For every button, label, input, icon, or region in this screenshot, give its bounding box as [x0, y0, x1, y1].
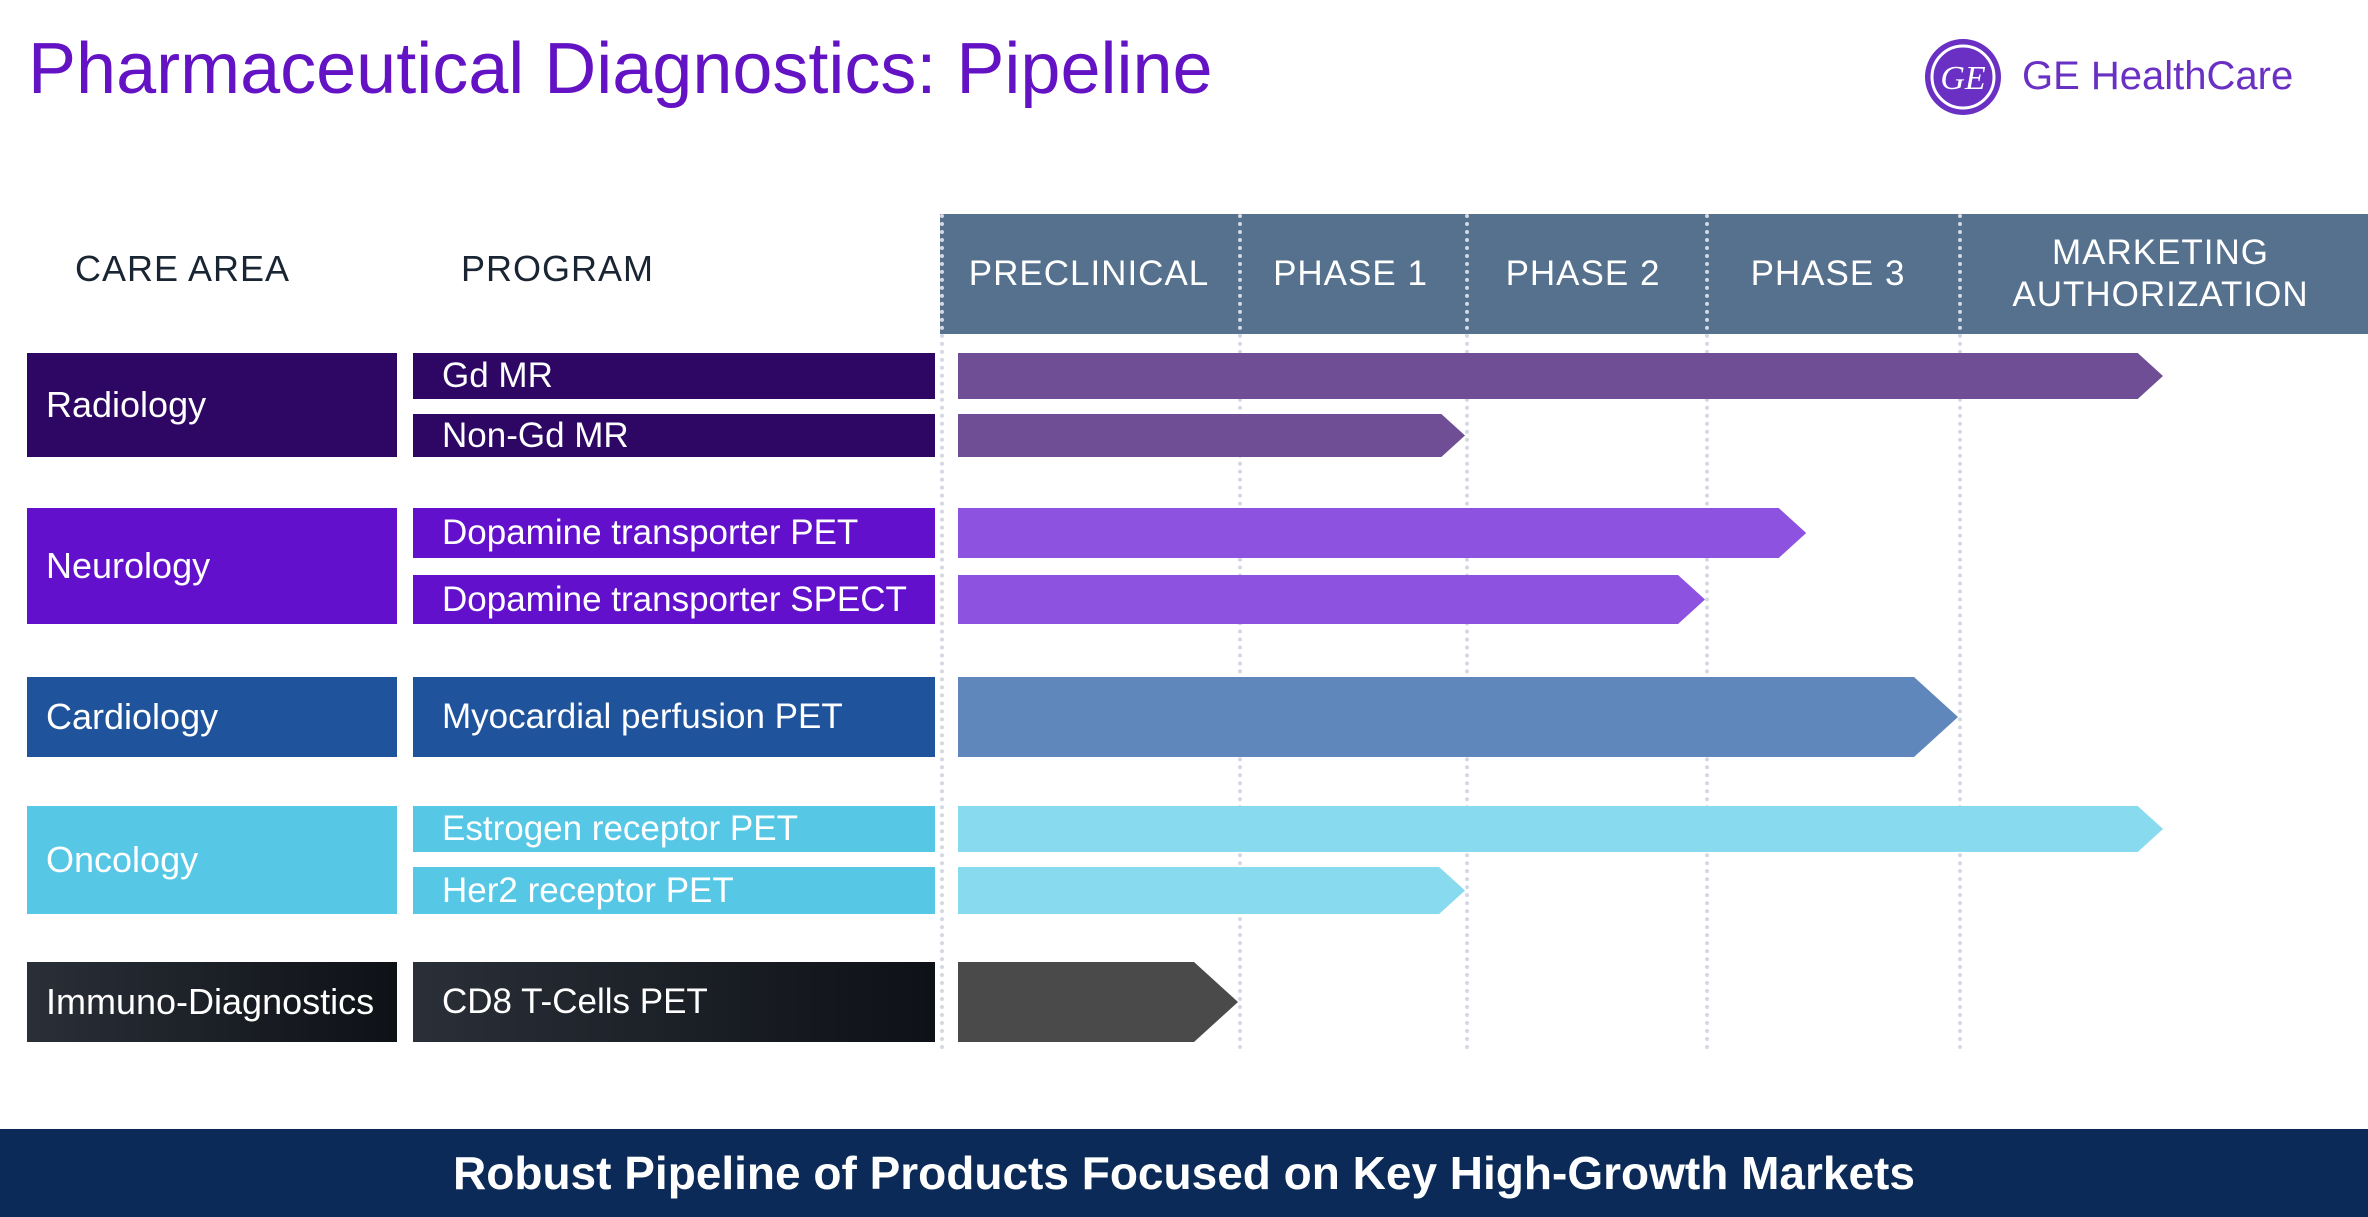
page-title: Pharmaceutical Diagnostics: Pipeline [28, 29, 1213, 109]
care-area-neurology: Neurology [27, 508, 397, 624]
pipeline-bar-gd-mr [958, 353, 2163, 399]
care-area-header: CARE AREA [75, 248, 291, 289]
phase-divider [1238, 214, 1242, 1050]
care-area-immuno-diagnostics: Immuno-Diagnostics [27, 962, 397, 1042]
phase-divider [1705, 214, 1709, 1050]
pipeline-bar-dopamine-transporter-spect [958, 575, 1705, 624]
pipeline-bar-dopamine-transporter-pet [958, 508, 1807, 558]
care-area-radiology: Radiology [27, 353, 397, 457]
program-non-gd-mr: Non-Gd MR [413, 414, 935, 457]
phase-divider [940, 214, 944, 1050]
program-her2-receptor-pet: Her2 receptor PET [413, 867, 935, 914]
ge-monogram-icon: GE [1925, 39, 2001, 115]
care-area-cardiology: Cardiology [27, 677, 397, 757]
program-myocardial-perfusion-pet: Myocardial perfusion PET [413, 677, 935, 757]
program-dopamine-transporter-pet: Dopamine transporter PET [413, 508, 935, 558]
care-area-oncology: Oncology [27, 806, 397, 914]
program-dopamine-transporter-spect: Dopamine transporter SPECT [413, 575, 935, 624]
phase-divider [1958, 214, 1962, 1050]
program-gd-mr: Gd MR [413, 353, 935, 399]
pipeline-bar-myocardial-perfusion-pet [958, 677, 1958, 757]
program-header: PROGRAM [461, 248, 655, 289]
phase-header-bar: PRECLINICAL PHASE 1 PHASE 2 PHASE 3 MARK… [940, 214, 2368, 334]
program-cd8-t-cells-pet: CD8 T-Cells PET [413, 962, 935, 1042]
pipeline-bar-cd8-t-cells-pet [958, 962, 1238, 1042]
phase-divider [1465, 214, 1469, 1050]
phase-2: PHASE 2 [1505, 254, 1661, 293]
pipeline-bar-non-gd-mr [958, 414, 1465, 457]
logo-text: GE HealthCare [2022, 54, 2294, 98]
phase-marketing-authorization: MARKETING AUTHORIZATION [2012, 233, 2309, 314]
svg-text:GE: GE [1940, 60, 1986, 97]
phase-1: PHASE 1 [1273, 254, 1428, 293]
phase-preclinical: PRECLINICAL [968, 254, 1210, 293]
pipeline-bar-her2-receptor-pet [958, 867, 1465, 914]
pipeline-bar-estrogen-receptor-pet [958, 806, 2163, 852]
footer-banner: Robust Pipeline of Products Focused on K… [0, 1129, 2368, 1217]
phase-3: PHASE 3 [1750, 254, 1906, 293]
program-estrogen-receptor-pet: Estrogen receptor PET [413, 806, 935, 852]
